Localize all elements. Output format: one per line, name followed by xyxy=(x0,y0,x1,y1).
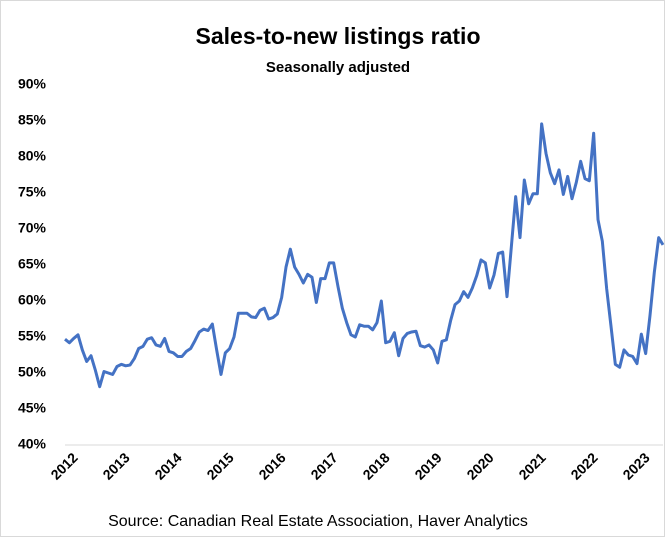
y-tick-label: 65% xyxy=(18,256,47,272)
y-tick-label: 75% xyxy=(18,184,47,200)
y-tick-label: 85% xyxy=(18,112,47,128)
y-tick-label: 45% xyxy=(18,400,47,416)
y-tick-label: 55% xyxy=(18,328,47,344)
chart-title: Sales-to-new listings ratio xyxy=(196,23,481,49)
data-line xyxy=(64,122,665,389)
y-tick-label: 50% xyxy=(18,364,47,380)
y-tick-label: 60% xyxy=(18,292,47,308)
y-tick-label: 70% xyxy=(18,220,47,236)
chart-subtitle: Seasonally adjusted xyxy=(266,59,410,76)
y-tick-label: 80% xyxy=(18,148,47,164)
y-tick-label: 90% xyxy=(18,76,47,92)
source-note: Source: Canadian Real Estate Association… xyxy=(108,513,528,530)
y-tick-label: 40% xyxy=(18,436,47,452)
